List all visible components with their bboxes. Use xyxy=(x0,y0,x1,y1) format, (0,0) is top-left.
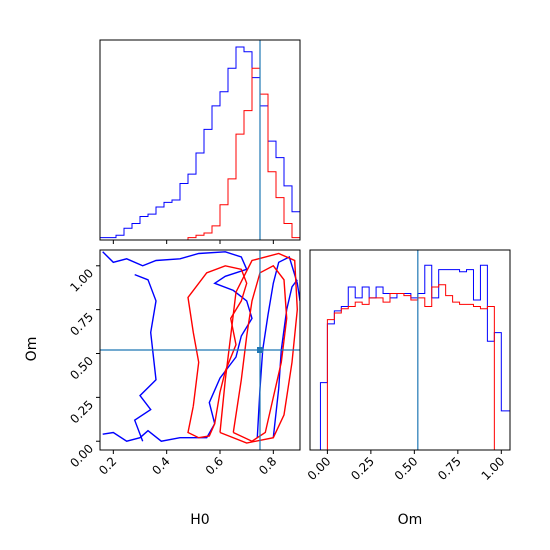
om-hist-blue-series xyxy=(310,264,511,451)
contour-frame xyxy=(99,249,301,451)
contour-red-level xyxy=(187,265,248,439)
contour-xtick-label: 0.4 xyxy=(149,454,172,477)
contour-ytick-label: 1.00 xyxy=(67,266,96,295)
contour-xtick-label: 0.2 xyxy=(96,454,119,477)
om-xtick-label: 1.00 xyxy=(479,454,508,483)
contour-blue-level xyxy=(272,279,298,438)
om-xtick-label: 0.25 xyxy=(348,454,377,483)
contour-blue-level xyxy=(102,251,253,442)
truth-marker xyxy=(257,347,263,353)
y-axis-label-om: Om xyxy=(24,337,40,362)
contour-red-level xyxy=(232,264,288,442)
contour-red-level xyxy=(219,252,299,444)
contour-blue-level xyxy=(133,273,157,442)
om-xtick-label: 0.50 xyxy=(392,454,421,483)
h0-hist-red-series xyxy=(180,67,301,241)
contour-lines xyxy=(102,251,300,444)
x-axis-label-om: Om xyxy=(398,512,423,528)
contour-ytick-label: 0.50 xyxy=(67,354,96,383)
contour-xtick-label: 0.6 xyxy=(203,454,226,477)
contour-blue-level xyxy=(256,256,300,438)
contour-ytick-label: 0.00 xyxy=(67,441,96,470)
h0-hist-frame xyxy=(99,39,301,241)
h0-om-contour-panel: 0.2 0.4 0.6 0.8 0.00 0.25 0.50 0.75 1.00 xyxy=(67,249,301,478)
contour-xtick-label: 0.8 xyxy=(256,454,279,477)
om-xtick-label: 0.00 xyxy=(305,454,334,483)
om-xtick-label: 0.75 xyxy=(435,454,464,483)
h0-hist-blue-series xyxy=(99,46,301,240)
om-hist-red-series xyxy=(310,284,510,451)
om-hist-frame xyxy=(309,249,511,451)
h0-histogram-panel xyxy=(99,39,301,244)
contour-ytick-label: 0.25 xyxy=(67,398,96,427)
om-histogram-panel: 0.00 0.25 0.50 0.75 1.00 xyxy=(305,249,511,483)
contour-ytick-label: 0.75 xyxy=(67,310,96,339)
x-axis-label-h0: H0 xyxy=(190,512,209,528)
